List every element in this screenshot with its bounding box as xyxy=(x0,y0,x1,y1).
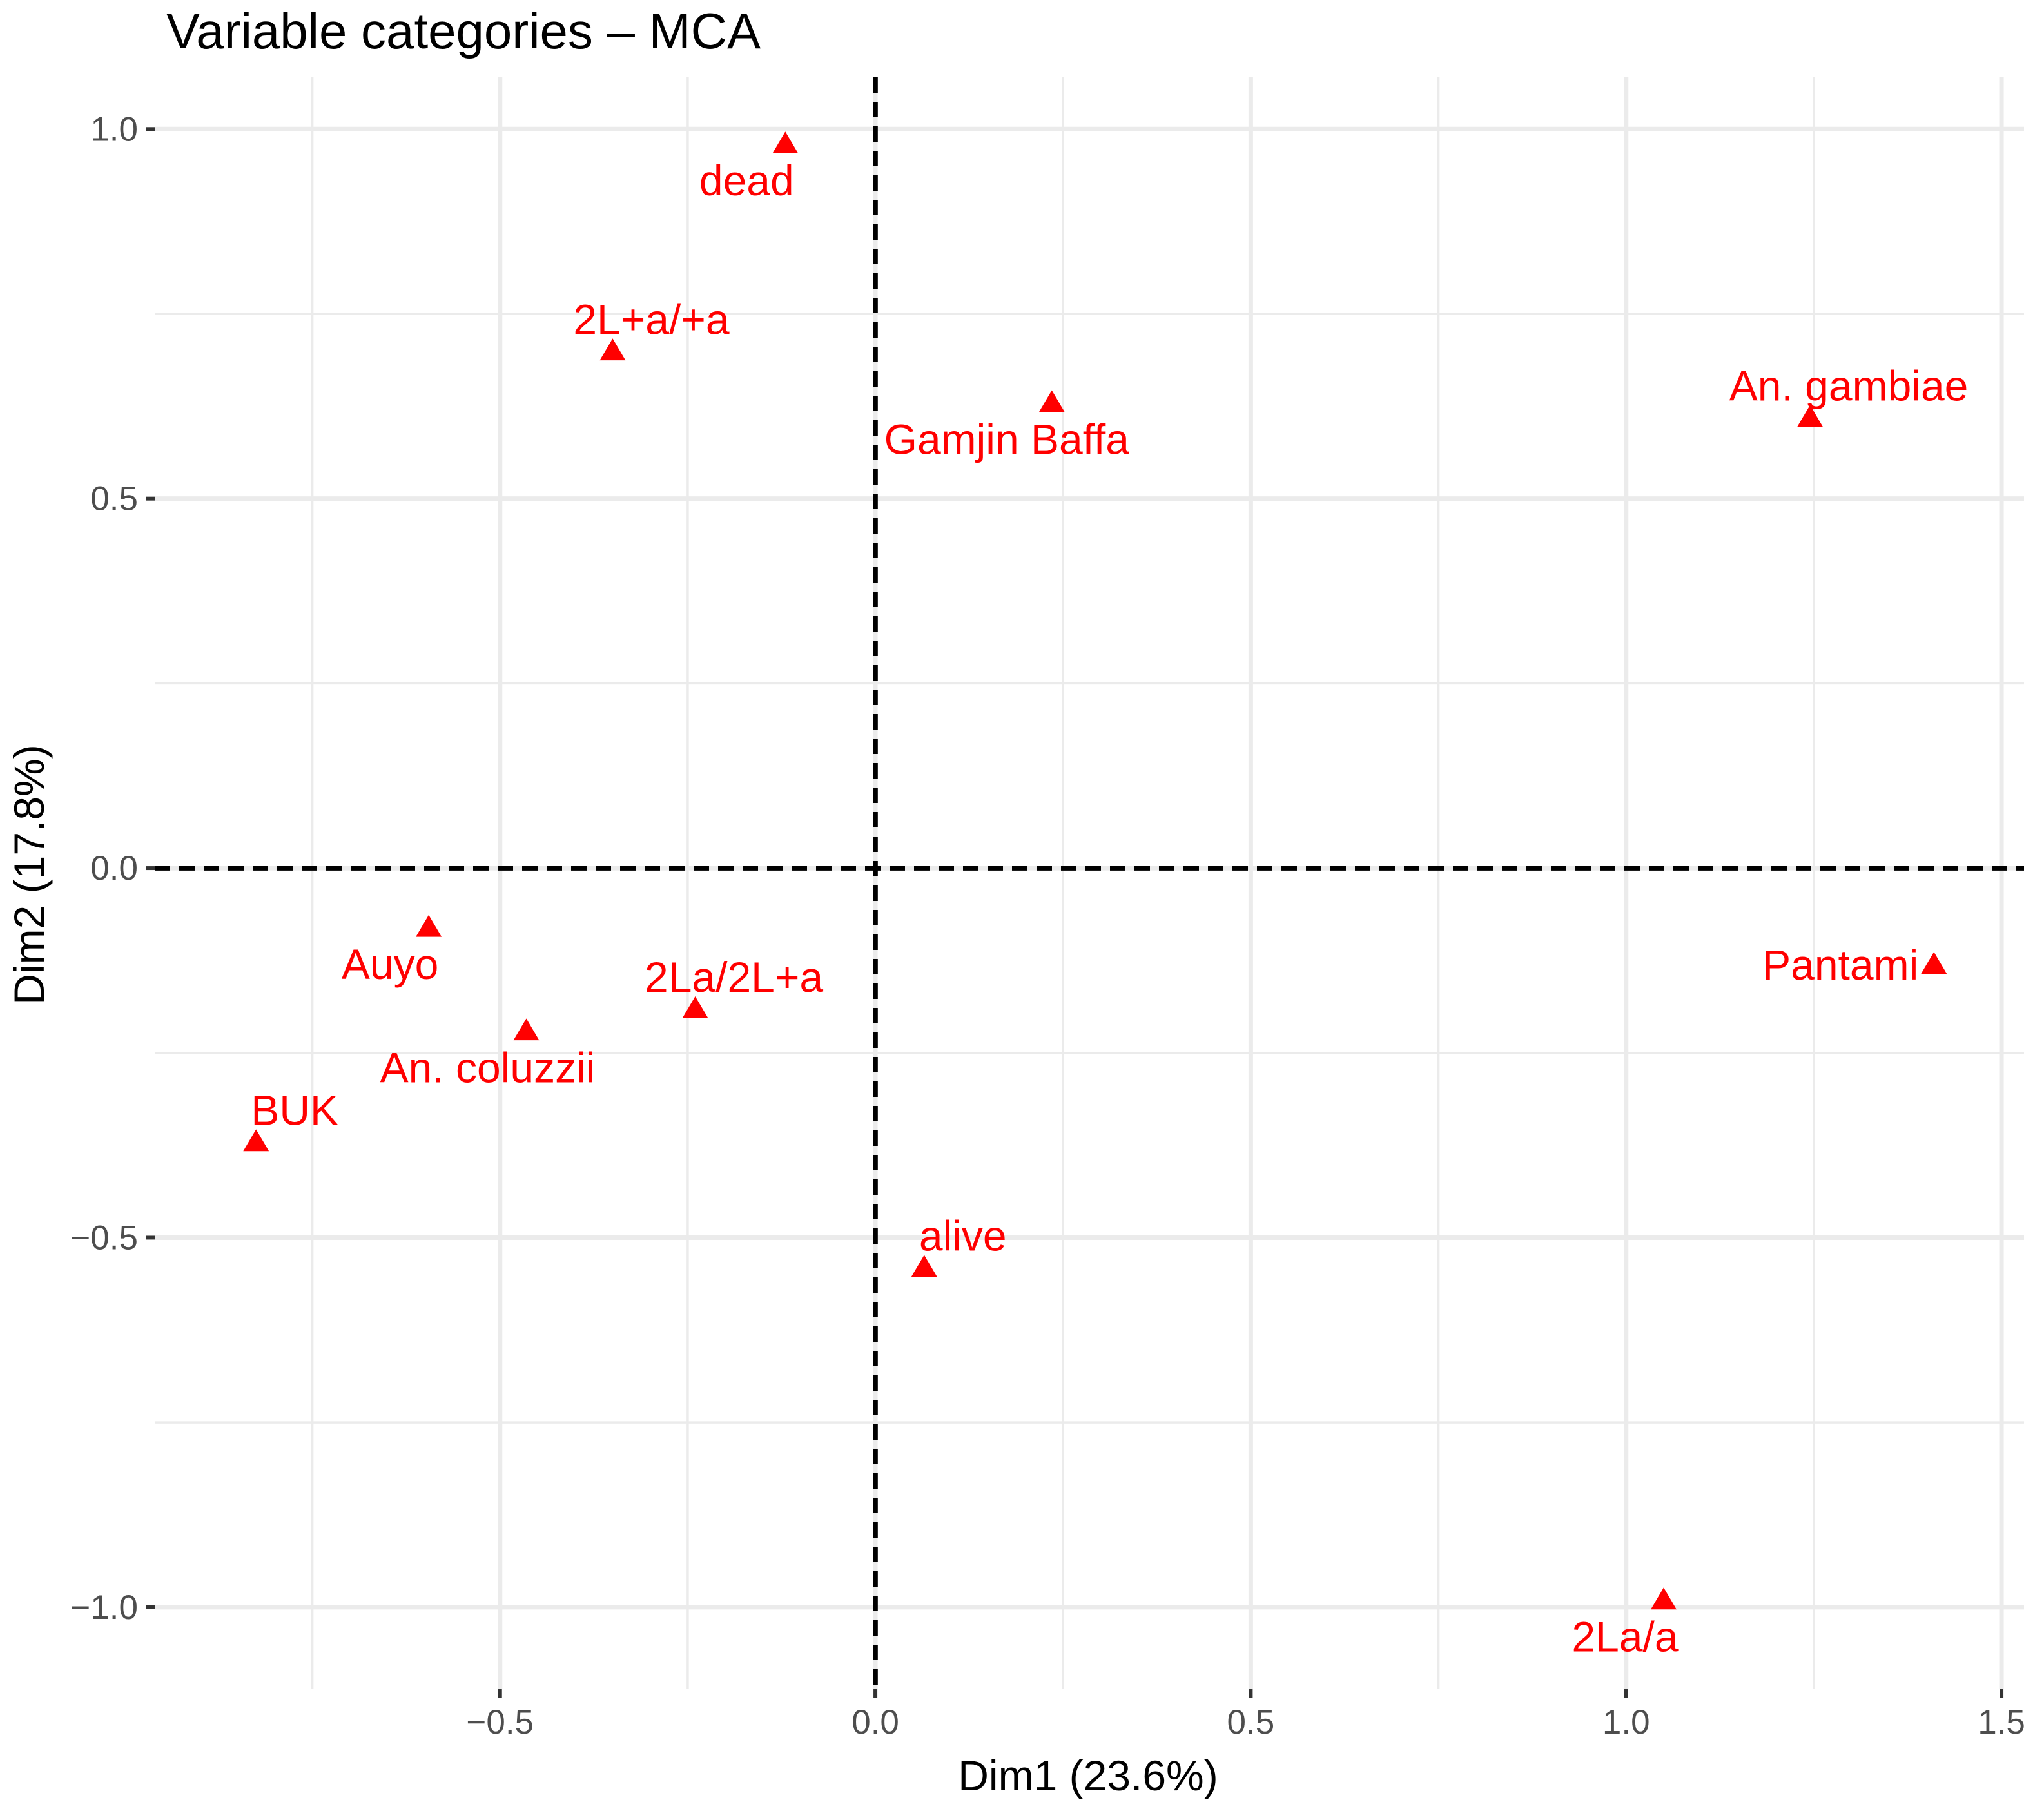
y-tick-label: −1.0 xyxy=(70,1589,138,1627)
point-label: 2La/a xyxy=(1572,1612,1678,1660)
point-marker xyxy=(1921,952,1947,974)
point-label: Auyo xyxy=(342,940,438,988)
point-marker xyxy=(599,338,626,361)
y-tick-label: −0.5 xyxy=(70,1219,138,1257)
point-marker xyxy=(513,1018,540,1041)
point-label: alive xyxy=(919,1212,1007,1259)
point-label: An. coluzzii xyxy=(380,1043,596,1091)
y-tick-label: 1.0 xyxy=(90,110,138,148)
point-label: 2La/2L+a xyxy=(645,953,823,1001)
point-marker xyxy=(416,915,442,937)
y-tick-label: 0.0 xyxy=(90,849,138,887)
chart-title: Variable categories – MCA xyxy=(166,3,761,59)
point-marker xyxy=(682,996,708,1018)
x-tick-label: 1.0 xyxy=(1602,1703,1650,1741)
point-label: 2L+a/+a xyxy=(573,295,730,343)
point-label: Pantami xyxy=(1762,941,1918,989)
point-marker xyxy=(1651,1587,1677,1610)
x-tick-label: 1.5 xyxy=(1978,1703,2025,1741)
x-tick-label: −0.5 xyxy=(466,1703,534,1741)
point-marker xyxy=(911,1255,937,1277)
x-axis-title: Dim1 (23.6%) xyxy=(958,1752,1218,1799)
point-label: Gamjin Baffa xyxy=(884,416,1130,463)
x-tick-label: 0.5 xyxy=(1227,1703,1275,1741)
axes: −0.5 0.0 0.5 1.0 1.5 −1.0 −0.5 0.0 0.5 1.0 xyxy=(70,110,2025,1741)
y-axis-title: Dim2 (17.8%) xyxy=(5,744,53,1004)
point-label: An. gambiae xyxy=(1729,362,1969,410)
x-tick-label: 0.0 xyxy=(852,1703,899,1741)
point-marker xyxy=(1038,390,1065,412)
reference-lines xyxy=(155,77,2024,1689)
y-tick-label: 0.5 xyxy=(90,480,138,518)
point-marker xyxy=(1797,405,1824,427)
points: dead 2L+a/+a Gamjin Baffa An. gambiae Auyo 2L… xyxy=(243,131,1968,1660)
point-label: dead xyxy=(699,157,794,204)
point-marker xyxy=(243,1129,269,1152)
point-label: BUK xyxy=(251,1086,338,1134)
point-marker xyxy=(772,131,799,154)
